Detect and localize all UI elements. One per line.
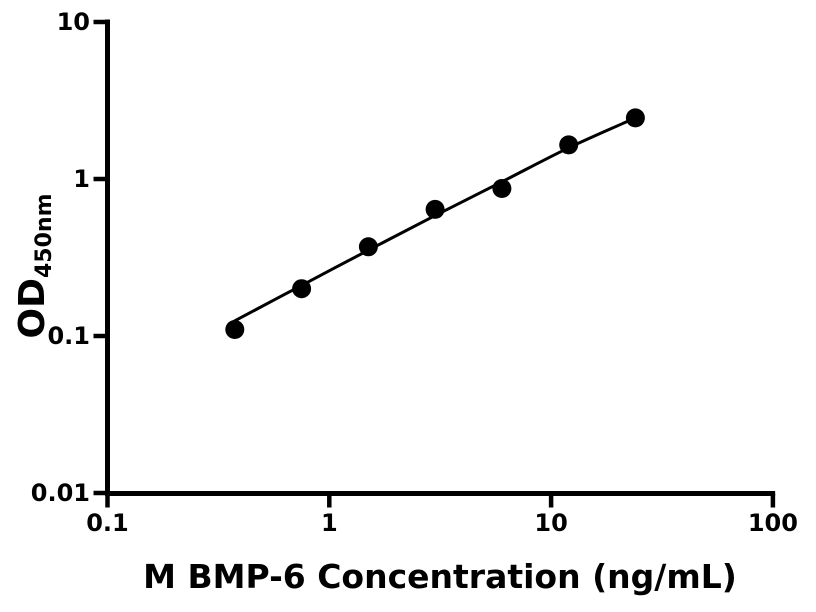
y-axis-title: OD450nm <box>12 193 57 338</box>
data-point <box>292 279 312 299</box>
y-axis-title-subscript: 450nm <box>32 193 57 278</box>
x-tick-label: 100 <box>748 509 798 537</box>
data-point <box>492 179 512 198</box>
y-tick-label: 0.1 <box>47 322 90 350</box>
x-tick-label: 1 <box>321 509 338 537</box>
data-point <box>625 108 645 128</box>
data-point <box>358 237 378 257</box>
x-tick-label: 0.1 <box>86 509 129 537</box>
data-layer <box>225 108 645 339</box>
x-tick-label: 10 <box>534 509 567 537</box>
y-axis-title-main: OD <box>12 278 53 339</box>
y-tick-label: 1 <box>73 165 90 193</box>
data-point <box>425 199 445 219</box>
y-tick-label: 10 <box>57 8 90 36</box>
data-point <box>559 135 579 155</box>
y-tick-label: 0.01 <box>31 479 90 507</box>
x-axis-title: M BMP-6 Concentration (ng/mL) <box>143 557 737 596</box>
data-point <box>225 320 245 339</box>
